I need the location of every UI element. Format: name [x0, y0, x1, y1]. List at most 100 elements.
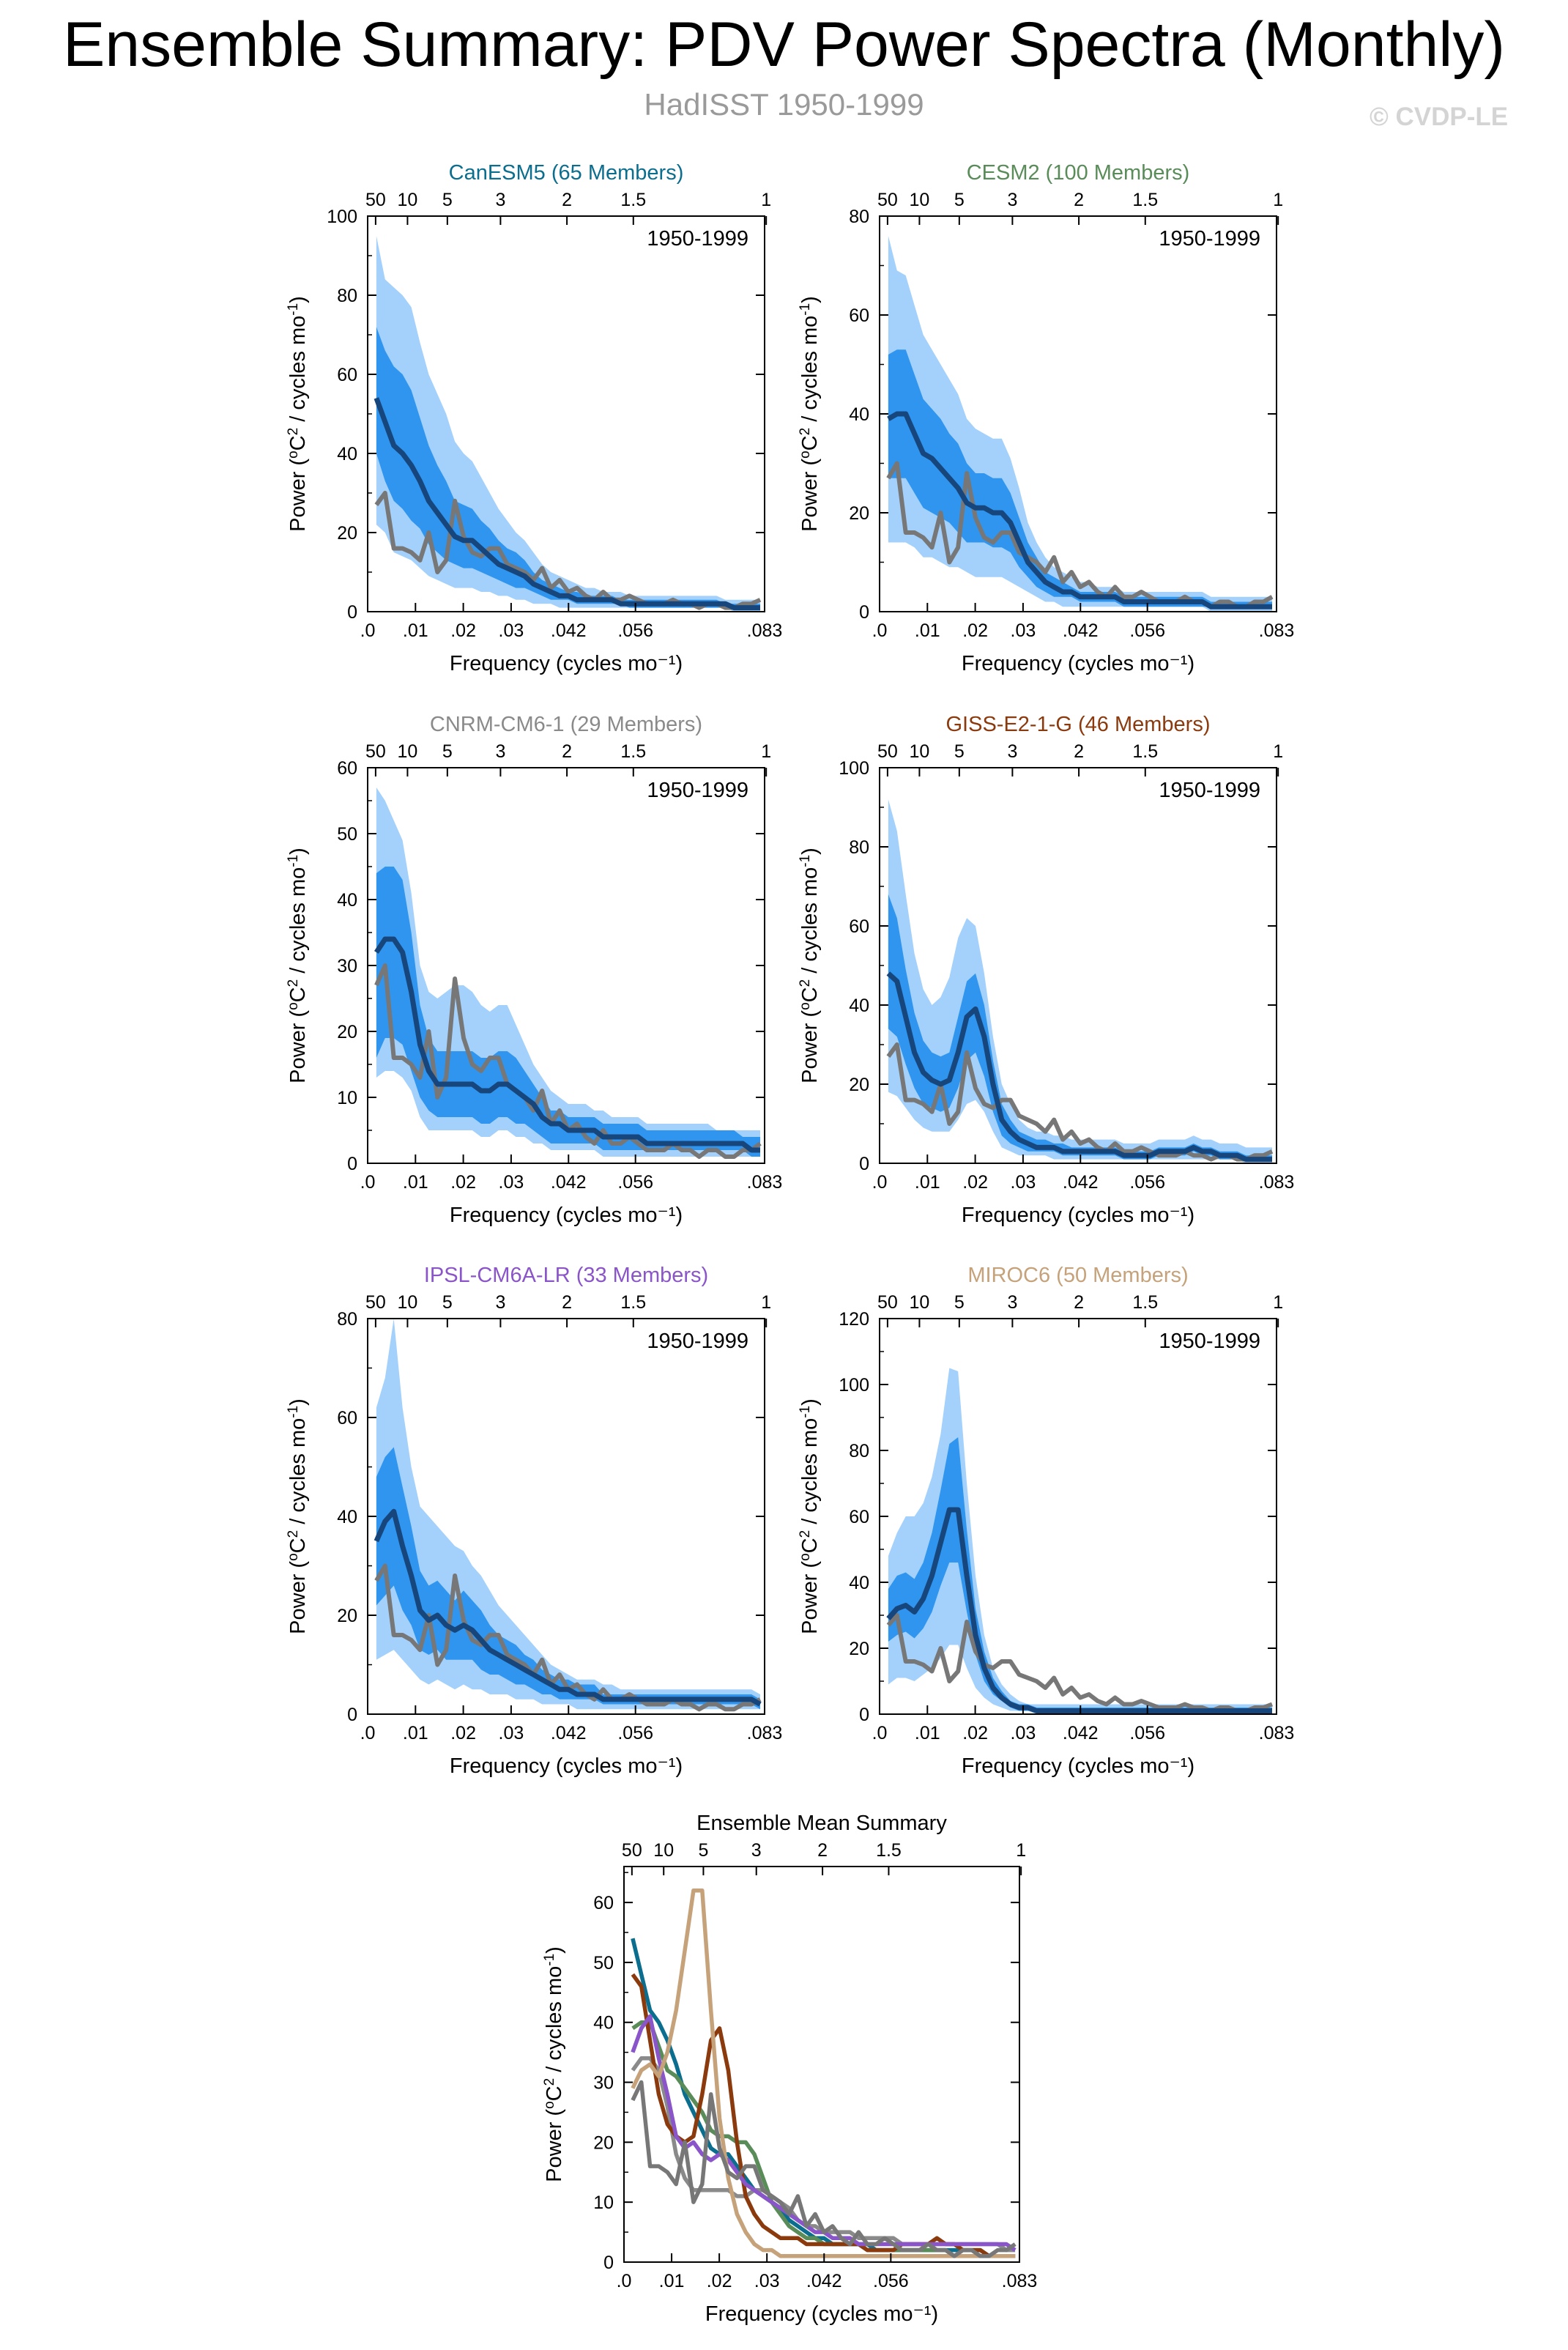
- plot-frame: [623, 1866, 1020, 2263]
- chart-panel-5: 0 20 40 60 80 100 120 .0 .01 .02 .03 .042 .056 .083 50…: [798, 1264, 1294, 1778]
- period-tick-label: 5: [442, 741, 453, 762]
- y-label-part: 2: [798, 1530, 813, 1538]
- plot-area: [886, 236, 1274, 612]
- period-label: 1950-1999: [1159, 779, 1260, 802]
- y-label-part: Power (: [798, 1010, 822, 1083]
- y-label-part: ): [543, 1946, 566, 1954]
- period-tick-label: 50: [365, 1292, 386, 1313]
- period-tick-label: 50: [877, 1292, 898, 1313]
- period-tick-label: 10: [398, 741, 418, 762]
- x-axis-label: Frequency (cycles mo⁻¹): [450, 652, 683, 675]
- plot-area: [886, 1368, 1274, 1714]
- x-tick-label: .03: [1011, 1172, 1036, 1193]
- x-tick-label: .01: [403, 620, 428, 641]
- copyright-label: © CVDP-LE: [1370, 103, 1509, 131]
- series-line-6: [631, 2080, 1017, 2258]
- period-tick-label: 50: [365, 741, 386, 762]
- x-axis-label: Frequency (cycles mo⁻¹): [962, 1754, 1194, 1778]
- ensemble-mean-line: [886, 971, 1272, 1163]
- y-label-part: ): [286, 848, 310, 855]
- panel-title: CNRM-CM6-1 (29 Members): [430, 713, 702, 736]
- ensemble-mean-line: [374, 397, 760, 611]
- series-line-4: [631, 2014, 1017, 2252]
- y-label-part: / cycles mo: [798, 316, 822, 428]
- y-label-part: 2: [286, 428, 301, 436]
- y-label-part: -1: [286, 1406, 301, 1418]
- spread-band-inner: [376, 327, 760, 608]
- chart-panel-1: 0 20 40 60 80 .0 .01 .02 .03 .042 .056 .083 50 10 5 3 2 1…: [798, 161, 1294, 675]
- y-label-part: 2: [542, 2078, 557, 2086]
- y-axis-label: Power (oC2 / cycles mo-1): [286, 296, 310, 532]
- y-tick-label: 50: [593, 1953, 614, 1973]
- observation-line: [374, 491, 762, 610]
- y-tick-label: 100: [327, 207, 357, 227]
- y-label-part: -1: [286, 303, 301, 316]
- period-tick-label: 3: [751, 1840, 762, 1861]
- x-tick-label: .056: [617, 620, 653, 641]
- y-tick-label: 40: [849, 996, 869, 1016]
- chart-panel-2: 0 10 20 30 40 50 60 .0 .01 .02 .03 .042 .056 .083 50 10…: [286, 713, 782, 1227]
- observation-line: [886, 1042, 1274, 1162]
- y-tick-label: 40: [337, 444, 357, 464]
- x-tick-label: .0: [360, 620, 376, 641]
- x-tick-label: .042: [806, 2271, 842, 2291]
- x-tick-label: .0: [360, 1172, 376, 1193]
- y-label-part: o: [542, 2101, 557, 2109]
- x-axis-label: Frequency (cycles mo⁻¹): [962, 652, 1194, 675]
- ensemble-mean-line: [374, 936, 760, 1153]
- x-axis-label: Frequency (cycles mo⁻¹): [962, 1204, 1194, 1227]
- y-label-part: / cycles mo: [286, 1418, 310, 1530]
- x-tick-label: .042: [1063, 620, 1099, 641]
- chart-panel-0: 0 20 40 60 80 100 .0 .01 .02 .03 .042 .056 .083 50 10 5…: [286, 161, 782, 675]
- x-tick-label: .083: [747, 1172, 783, 1193]
- panel-title: Ensemble Mean Summary: [696, 1812, 947, 1835]
- y-label-part: o: [286, 1553, 301, 1561]
- y-tick-label: 80: [849, 1441, 869, 1461]
- ensemble-mean-line: [887, 411, 1272, 609]
- y-tick-label: 20: [337, 1606, 357, 1626]
- period-tick-label: 50: [877, 190, 898, 210]
- period-tick-label: 1.5: [620, 741, 646, 762]
- y-label-part: -1: [798, 855, 813, 867]
- y-tick-label: 0: [859, 602, 869, 623]
- period-tick-label: 1: [761, 741, 771, 762]
- y-tick-label: 40: [337, 1507, 357, 1527]
- period-tick-label: 1.5: [1132, 1292, 1158, 1313]
- period-tick-label: 3: [1007, 1292, 1017, 1313]
- period-label: 1950-1999: [647, 779, 748, 802]
- y-tick-label: 80: [849, 837, 869, 858]
- plot-area: [631, 1888, 1017, 2258]
- x-tick-label: .01: [403, 1172, 428, 1193]
- y-axis-label: Power (oC2 / cycles mo-1): [798, 848, 822, 1083]
- y-tick-label: 60: [593, 1893, 614, 1913]
- y-label-part: Power (: [286, 1010, 310, 1083]
- y-label-part: ): [798, 296, 822, 303]
- period-tick-label: 1: [761, 190, 771, 210]
- y-label-part: o: [798, 451, 813, 459]
- y-label-part: ): [798, 1398, 822, 1406]
- y-label-part: o: [798, 1002, 813, 1010]
- y-label-part: C: [798, 987, 822, 1002]
- period-tick-label: 2: [1074, 1292, 1084, 1313]
- x-tick-label: .01: [915, 1723, 940, 1743]
- x-tick-label: .056: [1129, 1723, 1165, 1743]
- y-label-part: o: [286, 451, 301, 459]
- x-tick-label: .0: [872, 1172, 888, 1193]
- x-tick-label: .02: [707, 2271, 732, 2291]
- period-tick-label: 3: [495, 741, 505, 762]
- y-axis-label: Power (oC2 / cycles mo-1): [798, 296, 822, 532]
- period-tick-label: 2: [562, 190, 572, 210]
- y-label-part: Power (: [798, 1561, 822, 1634]
- y-axis-label: Power (oC2 / cycles mo-1): [286, 848, 310, 1083]
- y-label-part: / cycles mo: [543, 1966, 566, 2078]
- x-tick-label: .056: [617, 1723, 653, 1743]
- x-tick-label: .056: [1129, 620, 1165, 641]
- chart-panel-4: 0 20 40 60 80 .0 .01 .02 .03 .042 .056 .083 50 10 5 3 2 1…: [286, 1264, 782, 1778]
- x-tick-label: .042: [551, 1723, 587, 1743]
- spread-band-outer: [888, 236, 1272, 612]
- y-label-part: -1: [542, 1954, 557, 1966]
- y-tick-label: 50: [337, 824, 357, 845]
- x-tick-label: .03: [1011, 1723, 1036, 1743]
- panel-title: MIROC6 (50 Members): [967, 1264, 1188, 1287]
- y-label-part: 2: [798, 428, 813, 436]
